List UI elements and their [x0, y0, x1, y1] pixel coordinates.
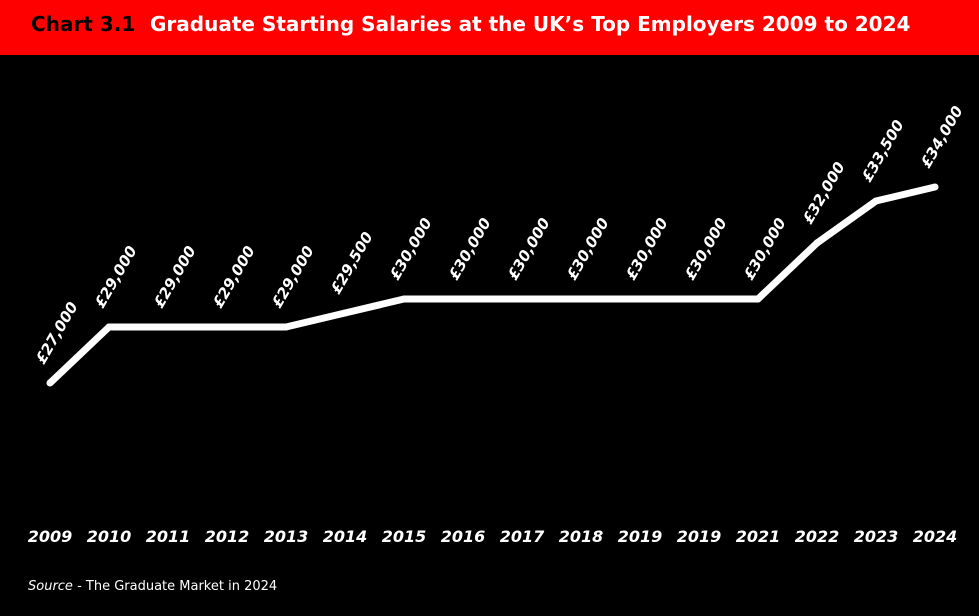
- x-axis-tick-layer: 2009 2010 2011 2012 2013 2014 2015 2016 2017 2018…: [28, 527, 958, 546]
- data-point: [105, 323, 113, 331]
- data-point: [518, 295, 526, 303]
- data-point: [341, 309, 349, 317]
- data-point: [636, 295, 644, 303]
- x-tick-label: 2013: [264, 527, 309, 546]
- data-label: £30,000: [504, 215, 554, 283]
- x-tick-label: 2023: [854, 527, 899, 546]
- data-label: £30,000: [563, 215, 613, 283]
- data-point: [223, 323, 231, 331]
- x-tick-label: 2017: [500, 527, 545, 546]
- data-point: [813, 239, 821, 247]
- data-point: [577, 295, 585, 303]
- chart-title: Graduate Starting Salaries at the UK’s T…: [150, 12, 911, 36]
- x-tick-label: 2018: [559, 527, 604, 546]
- data-label: £29,000: [268, 243, 318, 311]
- x-tick-label: 2009: [28, 527, 73, 546]
- x-tick-label: 2021: [736, 527, 781, 546]
- x-tick-label: 2010: [87, 527, 132, 546]
- data-label: £29,000: [209, 243, 259, 311]
- data-point: [46, 379, 54, 387]
- x-tick-label: 2012: [205, 527, 250, 546]
- data-point: [872, 197, 880, 205]
- data-point: [164, 323, 172, 331]
- data-point: [282, 323, 290, 331]
- data-point: [459, 295, 467, 303]
- chart-number: Chart 3.1: [31, 12, 136, 36]
- data-point: [400, 295, 408, 303]
- data-label: £33,500: [858, 117, 908, 185]
- data-label: £29,500: [327, 229, 377, 297]
- data-point: [931, 183, 939, 191]
- title-bar: Chart 3.1 Graduate Starting Salaries at …: [0, 0, 979, 55]
- data-point: [754, 295, 762, 303]
- data-label: £29,000: [91, 243, 141, 311]
- data-label: £30,000: [622, 215, 672, 283]
- x-tick-label: 2011: [146, 527, 191, 546]
- x-tick-label: 2019: [618, 527, 663, 546]
- data-label: £30,000: [681, 215, 731, 283]
- line-chart: £27,000£29,000 £29,000 £29,000 £29,000 £29,5…: [28, 103, 967, 546]
- x-tick-label: 2024: [913, 527, 958, 546]
- data-label: £32,000: [799, 159, 849, 227]
- line-layer: [46, 183, 939, 387]
- data-label: £34,000: [917, 103, 967, 171]
- data-point: [695, 295, 703, 303]
- x-tick-label: 2014: [323, 527, 368, 546]
- data-label: £30,000: [386, 215, 436, 283]
- source-text: - The Graduate Market in 2024: [72, 579, 278, 594]
- x-tick-label: 2019: [677, 527, 722, 546]
- data-label: £29,000: [150, 243, 200, 311]
- x-tick-label: 2022: [795, 527, 840, 546]
- data-label: £30,000: [445, 215, 495, 283]
- x-tick-label: 2015: [382, 527, 427, 546]
- salary-series-line: [47, 183, 936, 386]
- x-tick-label: 2016: [441, 527, 486, 546]
- source-label: Source: [28, 579, 73, 594]
- source-note: Source - The Graduate Market in 2024: [28, 579, 277, 594]
